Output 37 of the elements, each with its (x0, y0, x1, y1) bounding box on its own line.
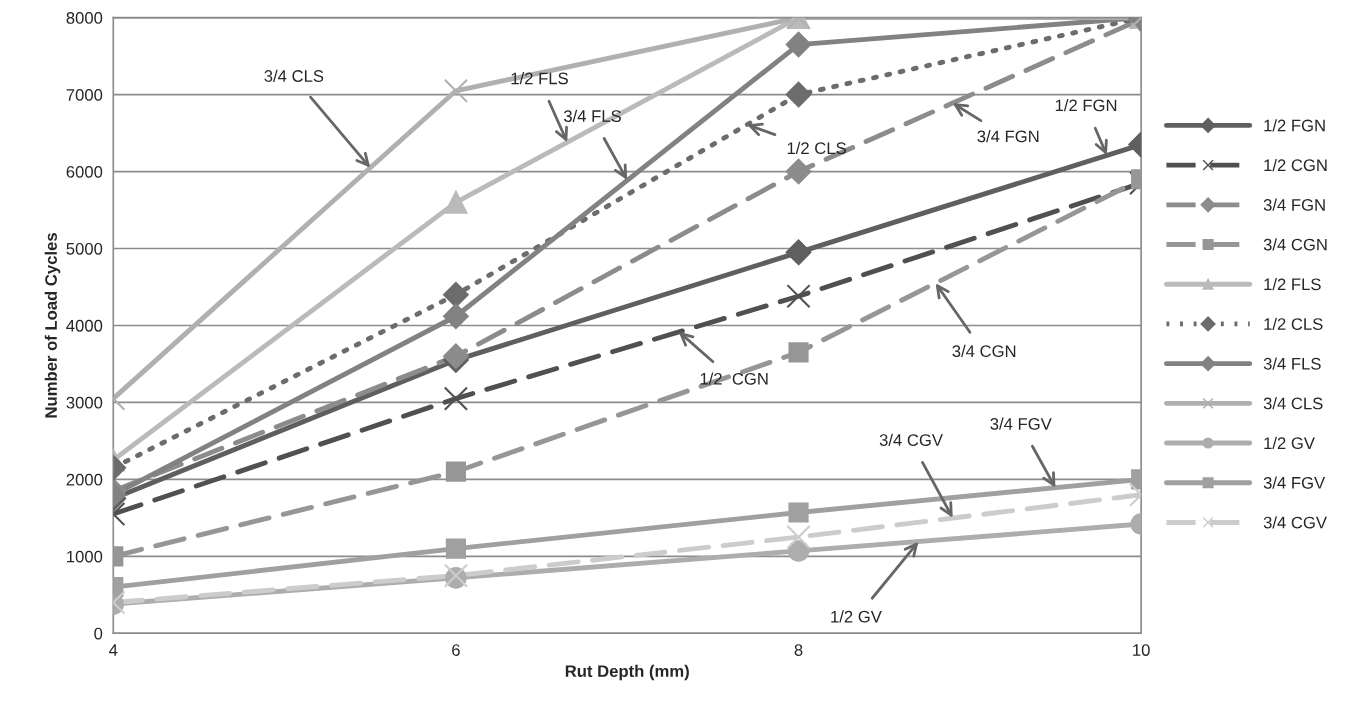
legend-label: 3/4 FLS (1263, 357, 1321, 370)
x-tick-label: 4 (109, 644, 118, 656)
legend-label: 3/4 CLS (1263, 397, 1323, 410)
y-tick-label: 5000 (66, 242, 103, 255)
legend-label: 3/4 FGV (1263, 476, 1326, 489)
annotation: 3/4 CLS (264, 69, 324, 82)
annotation: 1/2 FLS (511, 72, 568, 85)
y-tick-label: 8000 (66, 12, 103, 24)
legend-label: 1/2 GV (1264, 436, 1315, 450)
annotation: 3/4 FGN (977, 130, 1039, 143)
y-tick-label: 3000 (66, 396, 103, 409)
legend-label: 1/2 CLS (1264, 317, 1323, 330)
x-axis-title: Rut Depth (mm) (565, 664, 689, 681)
y-tick-label: 1000 (67, 550, 103, 563)
y-tick-label: 6000 (66, 165, 103, 178)
y-tick-label: 4000 (66, 319, 103, 332)
annotation: 3/4 FGV (990, 417, 1052, 430)
legend-label: 1/2 FGN (1264, 119, 1325, 132)
legend-label: 3/4 CGV (1263, 516, 1327, 529)
annotation: 1/2 FGN (1055, 99, 1117, 112)
legend-label: 1/2 FLS (1264, 277, 1321, 291)
y-tick-label: 2000 (66, 473, 103, 486)
annotation: 3/4 FLS (563, 109, 621, 122)
legend-label: 3/4 FGN (1263, 198, 1325, 211)
annotation: 3/4 CGV (879, 433, 943, 446)
annotation: 1/2 CGN (700, 372, 768, 385)
y-axis-title: Number of Load Cycles (44, 233, 61, 418)
y-tick-label: 7000 (66, 89, 103, 101)
annotation: 3/4 CGN (952, 344, 1016, 358)
legend-label: 3/4 CGN (1263, 238, 1327, 251)
x-tick-label: 6 (452, 644, 460, 656)
annotation: 1/2 CLS (787, 141, 846, 155)
annotation: 1/2 GV (831, 610, 882, 623)
y-tick-label: 0 (94, 627, 103, 640)
x-tick-label: 8 (794, 644, 803, 656)
x-tick-label: 10 (1133, 644, 1150, 656)
legend-label: 1/2 CGN (1264, 158, 1327, 172)
